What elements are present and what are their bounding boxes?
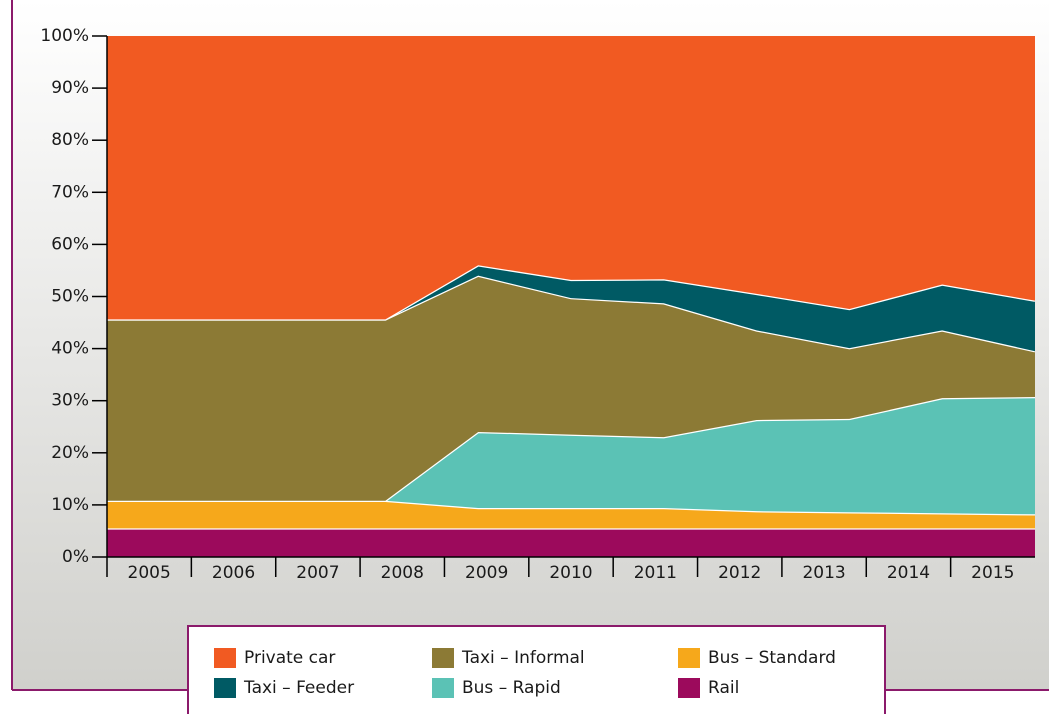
x-tick-label: 2014 (887, 563, 930, 583)
area (107, 500, 1035, 529)
x-tick-label: 2005 (128, 563, 171, 583)
y-tick-label: 70% (51, 182, 89, 202)
legend-swatch (432, 678, 454, 698)
legend-label: Private car (244, 648, 335, 668)
x-tick-label: 2006 (212, 563, 255, 583)
x-tick-label: 2008 (381, 563, 424, 583)
legend-swatch (432, 648, 454, 668)
legend-label: Rail (708, 678, 739, 698)
area (107, 397, 1035, 515)
y-tick-label: 90% (51, 78, 89, 98)
area (107, 528, 1035, 557)
y-tick-label: 20% (51, 443, 89, 463)
legend-label: Taxi – Feeder (243, 678, 354, 698)
area (107, 265, 1035, 352)
y-tick-label: 80% (51, 130, 89, 150)
legend-swatch (214, 648, 236, 668)
x-tick-label: 2009 (465, 563, 508, 583)
x-tick-label: 2011 (634, 563, 677, 583)
y-tick-label: 10% (51, 495, 89, 515)
x-tick-label: 2007 (296, 563, 339, 583)
area (107, 36, 1035, 320)
x-tick-label: 2015 (971, 563, 1014, 583)
y-tick-label: 0% (62, 547, 89, 567)
legend-swatch (678, 648, 700, 668)
legend-swatch (214, 678, 236, 698)
x-tick-label: 2010 (549, 563, 592, 583)
y-tick-label: 60% (51, 234, 89, 254)
legend-label: Bus – Rapid (462, 678, 561, 698)
legend-label: Bus – Standard (708, 648, 836, 668)
y-tick-label: 100% (40, 26, 89, 46)
legend-label: Taxi – Informal (461, 648, 585, 668)
y-tick-label: 50% (51, 287, 89, 307)
legend-box (187, 625, 886, 718)
x-tick-label: 2013 (802, 563, 845, 583)
x-tick-label: 2012 (718, 563, 761, 583)
y-tick-label: 40% (51, 339, 89, 359)
legend-swatch (678, 678, 700, 698)
y-tick-label: 30% (51, 391, 89, 411)
area (107, 275, 1035, 501)
